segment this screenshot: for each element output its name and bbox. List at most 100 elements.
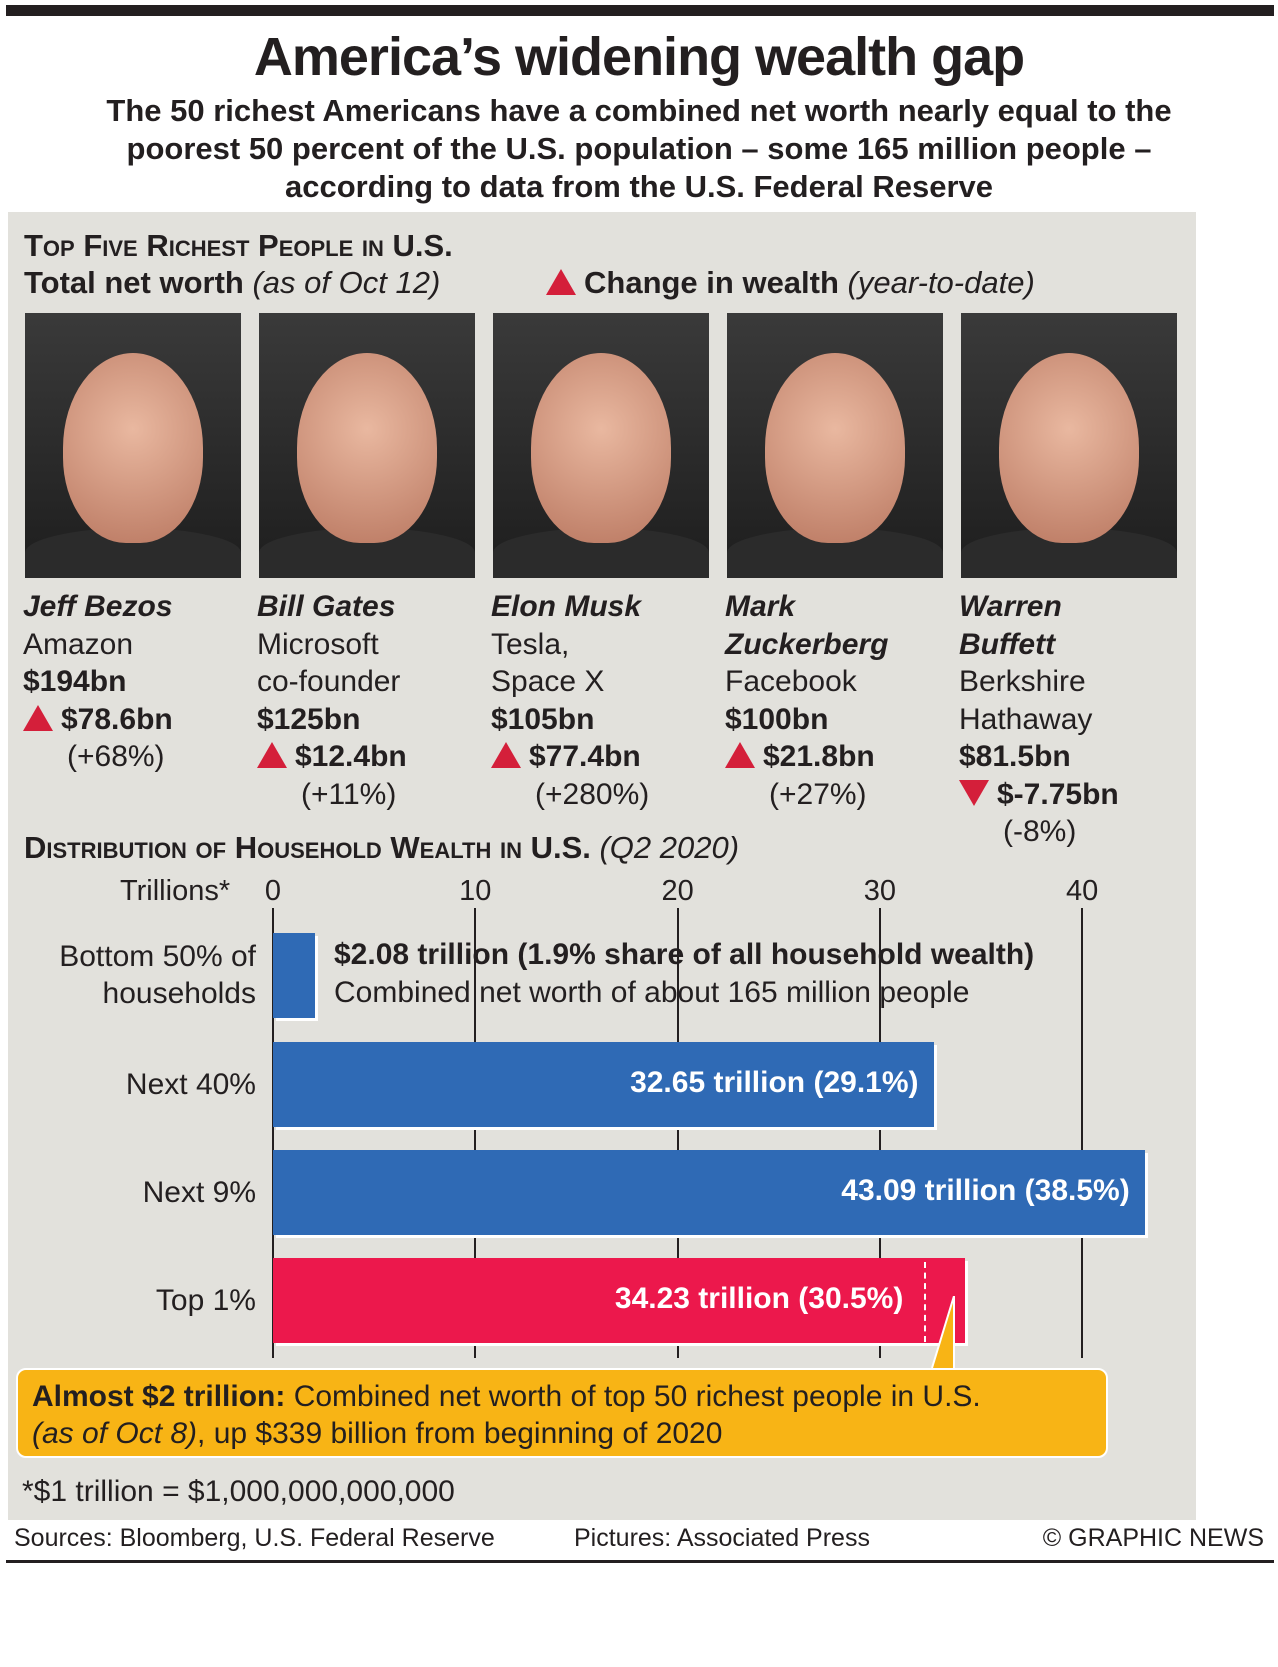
x-tick-label: 40 — [1066, 875, 1099, 907]
net-worth-label: Total net worth — [24, 265, 244, 300]
bottom50-data-label: $2.08 trillion (1.9% share of all househ… — [334, 938, 1035, 971]
page-title: America’s widening wealth gap — [253, 27, 1025, 87]
person-company: co-founder — [257, 665, 401, 698]
person-name: Warren — [959, 590, 1062, 623]
subtitle: The 50 richest Americans have a combined… — [20, 92, 1258, 206]
top5-heading: Top Five Richest People in U.S. — [24, 228, 453, 263]
portrait-photo — [961, 313, 1177, 578]
bar — [273, 1258, 966, 1343]
change-legend: Change in wealth (year-to-date) — [546, 265, 1035, 301]
net-worth-legend: Total net worth (as of Oct 12) — [24, 265, 440, 301]
person-company: Berkshire — [959, 665, 1086, 698]
person-change: $-7.75bn — [997, 777, 1119, 811]
subtitle-line: according to data from the U.S. Federal … — [284, 169, 994, 204]
person-change-pct: (+68%) — [67, 740, 165, 773]
person-company: Amazon — [23, 627, 134, 661]
person-change-pct: (+280%) — [535, 777, 650, 811]
footer: Sources: Bloomberg, U.S. Federal Reserve… — [0, 1524, 1278, 1558]
person-change: $77.4bn — [529, 740, 641, 773]
portrait-photo — [25, 313, 241, 578]
person-card: Mark Zuckerberg Facebook $100bn $21.8bn (+27%… — [725, 588, 955, 813]
up-triangle-icon — [23, 704, 53, 731]
change-note: (year-to-date) — [847, 265, 1035, 300]
person-company: Hathaway — [959, 702, 1093, 736]
person-worth: $194bn — [23, 665, 127, 698]
bar-data-label: 34.23 trillion (30.5%) — [614, 1282, 904, 1315]
gridline — [878, 908, 881, 1358]
chart-title-note: (Q2 2020) — [599, 830, 740, 865]
top50-marker — [924, 1262, 927, 1342]
person-change-pct: (+11%) — [301, 777, 397, 811]
change-label: Change in wealth — [584, 265, 839, 300]
up-triangle-icon — [546, 269, 576, 295]
x-tick-label: 10 — [459, 875, 492, 907]
person-change: $21.8bn — [763, 740, 875, 773]
person-card: Elon Musk Tesla, Space X $105bn $77.4bn (+280… — [491, 588, 721, 813]
category-label: Next 40% — [20, 1066, 256, 1103]
person-name: Bill Gates — [257, 590, 396, 623]
x-tick-label: 30 — [863, 875, 897, 907]
callout-bold: Almost $2 trillion: — [32, 1380, 286, 1413]
callout-pointer — [931, 1296, 955, 1369]
category-label: Top 1% — [20, 1282, 256, 1319]
top-rule — [6, 5, 1274, 16]
x-tick-label: 0 — [264, 875, 282, 907]
top50-callout: Almost $2 trillion: Combined net worth o… — [16, 1368, 1108, 1458]
portrait-photo — [259, 313, 475, 578]
person-company: Facebook — [725, 665, 857, 698]
person-worth: $81.5bn — [959, 740, 1071, 773]
bottom50-note: Combined net worth of about 165 million … — [334, 976, 970, 1009]
up-triangle-icon — [491, 742, 521, 768]
x-axis-label: Trillions* — [120, 875, 231, 907]
person-company: Tesla, — [491, 627, 570, 661]
person-name: Zuckerberg — [725, 627, 889, 661]
bar — [273, 1150, 1145, 1235]
category-label: Next 9% — [20, 1174, 256, 1211]
footnote: *$1 trillion = $1,000,000,000,000 — [22, 1475, 455, 1508]
x-tick-label: 20 — [661, 875, 694, 907]
gridline — [474, 908, 477, 1358]
person-change-pct: (+27%) — [769, 777, 867, 811]
category-label-line: Bottom 50% of — [59, 940, 256, 973]
net-worth-note: (as of Oct 12) — [252, 265, 441, 300]
gridline — [272, 908, 274, 1358]
person-name: Jeff Bezos — [23, 590, 173, 623]
person-name: Elon Musk — [491, 590, 642, 623]
person-card: Bill Gates Microsoft co-founder $125bn $12.4… — [257, 588, 487, 813]
chart-title-text: Distribution of Household Wealth in U.S. — [24, 830, 591, 865]
person-worth: $105bn — [491, 702, 595, 736]
pictures-credit: Pictures: Associated Press — [574, 1524, 870, 1552]
up-triangle-icon — [725, 742, 755, 768]
bar — [273, 933, 316, 1018]
copyright: © GRAPHIC NEWS — [1042, 1524, 1264, 1552]
person-change-pct: (-8%) — [1003, 815, 1077, 848]
gridline — [1081, 908, 1084, 1358]
category-label-line: Next 9% — [142, 1175, 256, 1209]
person-company: Microsoft — [257, 627, 379, 661]
gridline — [676, 908, 679, 1358]
person-company: Space X — [491, 665, 605, 698]
portrait-photo — [727, 313, 943, 578]
category-label-line: Next 40% — [125, 1067, 256, 1101]
subtitle-line: The 50 richest Americans have a combined… — [106, 93, 1172, 128]
bar-data-label: 32.65 trillion (29.1%) — [630, 1066, 919, 1099]
up-triangle-icon — [257, 742, 287, 768]
person-card: Jeff Bezos Amazon $194bn $78.6bn (+68%) — [23, 588, 253, 776]
down-triangle-icon — [959, 779, 989, 806]
person-card: Warren Buffett Berkshire Hathaway $81.5bn $-7… — [959, 588, 1189, 851]
bar — [273, 1042, 934, 1127]
person-change: $78.6bn — [61, 702, 173, 736]
bottom-rule — [6, 1560, 1274, 1563]
category-label: Bottom 50% of households — [20, 938, 256, 1012]
person-name: Buffett — [959, 627, 1056, 661]
portrait-photo — [493, 313, 709, 578]
person-worth: $125bn — [257, 702, 361, 736]
person-change: $12.4bn — [295, 740, 407, 773]
person-worth: $100bn — [725, 702, 829, 736]
person-name: Mark — [725, 590, 796, 623]
category-label-line: households — [102, 977, 256, 1010]
subtitle-line: poorest 50 percent of the U.S. populatio… — [126, 131, 1152, 166]
chart-title: Distribution of Household Wealth in U.S.… — [24, 830, 739, 866]
sources: Sources: Bloomberg, U.S. Federal Reserve — [14, 1524, 495, 1552]
callout-text: Combined net worth of top 50 richest peo… — [285, 1380, 981, 1413]
